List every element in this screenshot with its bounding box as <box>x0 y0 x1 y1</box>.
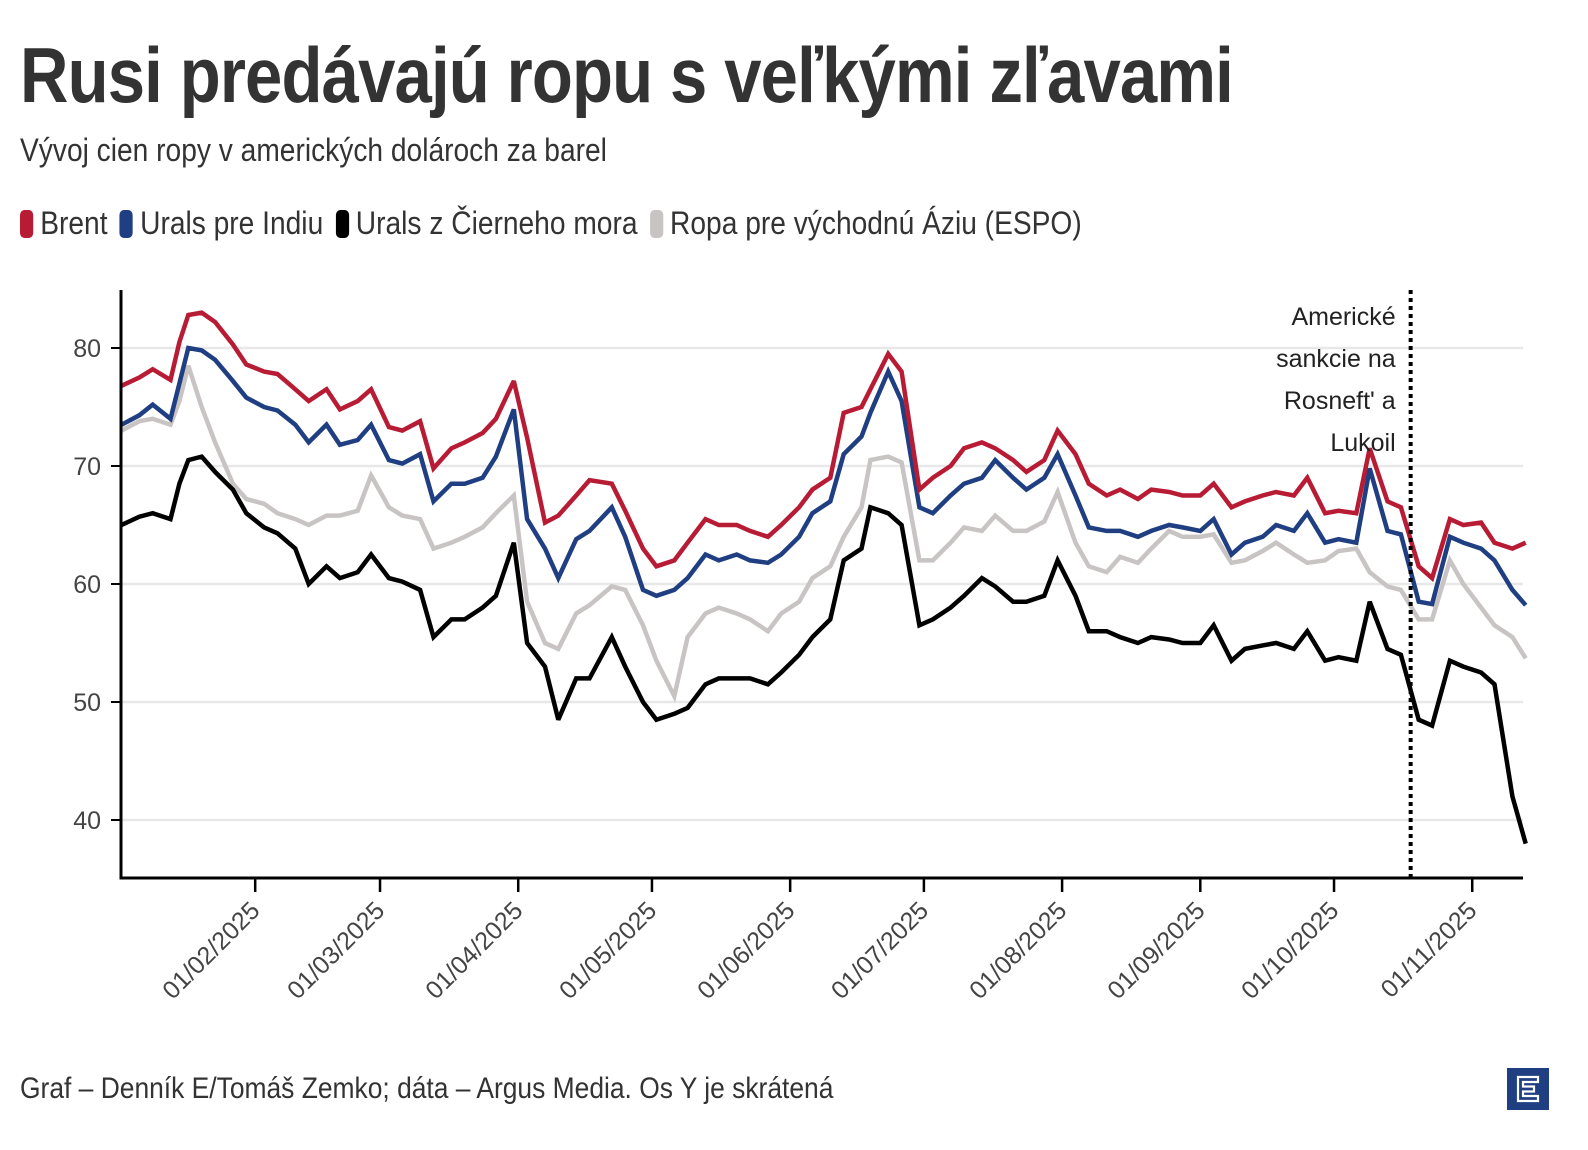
y-tick-label-60: 60 <box>73 571 101 599</box>
legend-swatch-espo <box>649 209 664 238</box>
legend-item-urals-black-sea: Urals z Čierneho mora <box>335 205 638 242</box>
legend-label-urals-india: Urals pre Indiu <box>140 205 324 241</box>
line-chart: Americké sankcie na Rosneft' a Lukoil 40 50 6… <box>73 290 1528 1005</box>
legend-label-espo: Ropa pre východnú Áziu (ESPO) <box>670 205 1082 241</box>
legend-swatch-urals-india <box>119 209 134 238</box>
legend: Brent Urals pre Indiu Urals z Čierneho m… <box>20 205 1094 242</box>
series-line-urals-india <box>120 345 1528 607</box>
legend-item-espo: Ropa pre východnú Áziu (ESPO) <box>649 205 1082 242</box>
x-tick-label: 01/03/2025 <box>282 896 390 1004</box>
x-tick-label: 01/07/2025 <box>826 896 934 1004</box>
series-lines <box>120 310 1528 845</box>
x-tick-label: 01/02/2025 <box>157 896 265 1004</box>
source-footer: Graf – Denník E/Tomáš Zemko; dáta – Argu… <box>20 1072 834 1105</box>
annotation-text-line: sankcie na <box>1276 345 1396 373</box>
legend-label-urals-black-sea: Urals z Čierneho mora <box>355 205 638 241</box>
x-tick-label: 01/08/2025 <box>964 896 1072 1004</box>
series-line-espo <box>120 365 1528 703</box>
y-tick-label-50: 50 <box>73 689 101 717</box>
gridlines <box>121 346 1523 822</box>
legend-label-brent: Brent <box>40 205 108 241</box>
legend-swatch-urals-black-sea <box>335 209 349 238</box>
x-tick-label: 01/10/2025 <box>1236 896 1344 1004</box>
x-tick-label: 01/06/2025 <box>692 896 800 1004</box>
series-line-urals-black-sea <box>120 454 1528 845</box>
annotation-text-line: Lukoil <box>1330 429 1395 457</box>
y-tick-label-80: 80 <box>73 335 101 363</box>
legend-swatch-brent <box>20 209 34 238</box>
x-tick-label: 01/09/2025 <box>1102 896 1210 1004</box>
sanctions-annotation: Americké sankcie na Rosneft' a Lukoil <box>1276 290 1413 878</box>
y-tick-label-70: 70 <box>73 453 101 481</box>
annotation-text-line: Rosneft' a <box>1284 387 1396 415</box>
legend-item-urals-india: Urals pre Indiu <box>119 205 324 242</box>
series-line-brent <box>120 310 1527 583</box>
x-tick-label: 01/04/2025 <box>420 896 528 1004</box>
x-tick-label: 01/11/2025 <box>1376 896 1483 1003</box>
x-tick-label: 01/05/2025 <box>554 896 662 1004</box>
y-tick-label-40: 40 <box>73 807 101 835</box>
legend-item-brent: Brent <box>20 205 108 242</box>
chart-title: Rusi predávajú ropu s veľkými zľavami <box>20 31 1234 119</box>
chart-subtitle: Vývoj cien ropy v amerických dolároch za… <box>20 132 607 168</box>
annotation-text-line: Americké <box>1291 303 1395 331</box>
denník-e-logo-icon <box>1507 1068 1549 1110</box>
